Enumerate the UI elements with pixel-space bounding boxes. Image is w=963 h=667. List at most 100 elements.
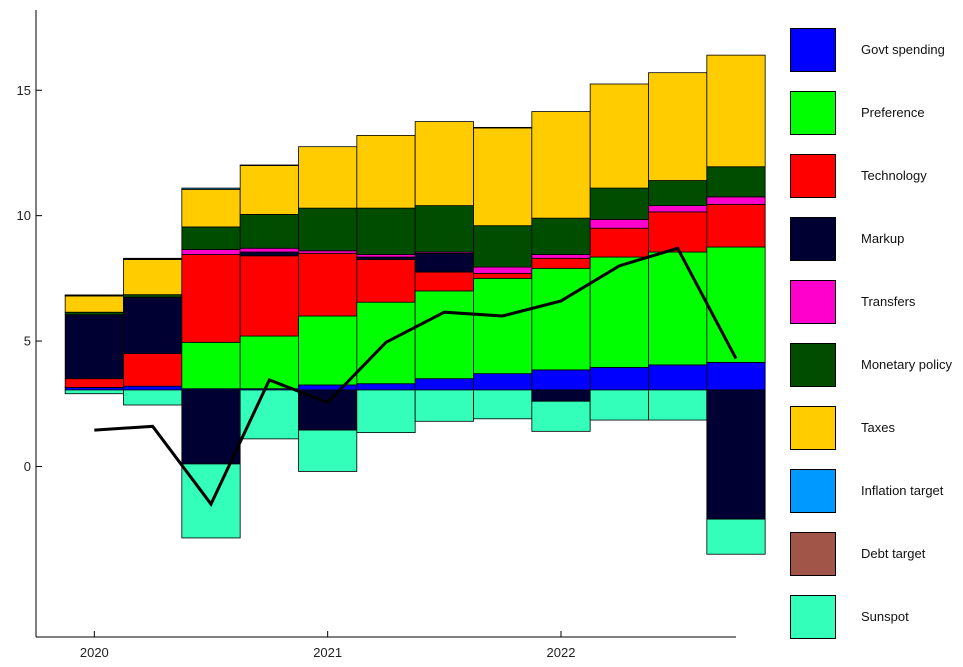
bar-debt-target-1 [123,257,183,260]
bar-sunspot-11 [706,518,766,555]
bar-govt-spending-9 [589,366,649,391]
legend-item-technology: Technology [790,154,963,198]
legend-item-taxes: Taxes [790,406,963,450]
bar-transfers-7 [473,266,533,274]
bar-taxes-8 [531,111,591,219]
bar-technology-8 [531,257,591,269]
bar-monetary-policy-3 [239,213,299,249]
bar-transfers-3 [239,247,299,253]
bar-markup-8 [531,389,591,402]
bar-taxes-11 [706,54,766,168]
bar-preference-11 [706,246,766,363]
legend-label-technology: Technology [861,168,927,183]
bar-technology-11 [706,203,766,248]
bar-markup-6 [414,252,474,273]
legend-item-monetary-policy: Monetary policy [790,343,963,387]
bar-preference-4 [298,315,358,386]
bar-technology-1 [123,353,183,387]
bar-preference-9 [589,256,649,368]
bar-markup-3 [239,251,299,257]
bar-sunspot-5 [356,389,416,433]
bar-technology-4 [298,252,358,317]
bar-govt-spending-1 [123,385,183,391]
legend-item-preference: Preference [790,91,963,135]
x-tick-label-2021: 2021 [313,645,342,660]
bar-transfers-10 [648,205,708,213]
bar-sunspot-6 [414,389,474,422]
x-tick-label-2022: 2022 [547,645,576,660]
bars-layer [64,54,766,555]
legend-label-govt-spending: Govt spending [861,42,945,57]
bar-sunspot-0 [64,389,124,395]
legend-item-inflation-target: Inflation target [790,469,963,513]
bar-markup-1 [123,296,183,355]
bar-taxes-1 [123,259,183,296]
bar-monetary-policy-9 [589,187,649,220]
bar-taxes-2 [181,188,241,228]
bar-sunspot-4 [298,429,358,472]
bar-preference-10 [648,251,708,366]
bar-markup-0 [64,314,124,380]
bar-transfers-2 [181,249,241,255]
bar-sunspot-9 [589,389,649,421]
legend-swatch-taxes [790,406,836,450]
legend-swatch-technology [790,154,836,198]
y-tick-label-0: 0 [24,459,31,474]
bar-govt-spending-10 [648,364,708,391]
legend-label-debt-target: Debt target [861,546,926,561]
bar-taxes-9 [589,83,649,189]
bar-inflation-target-7 [473,126,533,129]
bar-sunspot-8 [531,400,591,432]
bar-monetary-policy-2 [181,226,241,250]
legend-label-markup: Markup [861,231,905,246]
y-tick-label-5: 5 [24,334,31,349]
bar-sunspot-10 [648,389,708,421]
legend-item-govt-spending: Govt spending [790,28,963,72]
bar-taxes-5 [356,134,416,209]
bar-inflation-target-2 [181,187,241,190]
bar-preference-6 [414,290,474,380]
bar-sunspot-7 [473,389,533,420]
bar-preference-7 [473,277,533,375]
legend-label-monetary-policy: Monetary policy [861,357,953,372]
legend-item-debt-target: Debt target [790,532,963,576]
bar-govt-spending-4 [298,384,358,391]
bar-taxes-3 [239,165,299,215]
legend-swatch-preference [790,91,836,135]
bar-govt-spending-6 [414,378,474,391]
line-layer [94,246,738,507]
bar-taxes-10 [648,72,708,181]
bar-sunspot-1 [123,389,183,406]
legend-swatch-govt-spending [790,28,836,72]
bar-govt-spending-11 [706,361,766,391]
legend-swatch-inflation-target [790,469,836,513]
x-tick-label-2020: 2020 [80,645,109,660]
bar-preference-8 [531,267,591,371]
bar-monetary-policy-10 [648,180,708,207]
bar-transfers-11 [706,196,766,205]
legend-swatch-monetary-policy [790,343,836,387]
total-line [94,246,738,507]
bar-govt-spending-7 [473,373,533,391]
bar-technology-10 [648,211,708,253]
legend-item-sunspot: Sunspot [790,595,963,639]
legend-swatch-markup [790,217,836,261]
bar-taxes-6 [414,121,474,207]
legend-label-sunspot: Sunspot [861,609,909,624]
legend-label-taxes: Taxes [861,420,895,435]
bar-monetary-policy-4 [298,207,358,252]
bar-technology-6 [414,271,474,292]
bar-transfers-8 [531,254,591,259]
bar-govt-spending-5 [356,383,416,391]
bar-taxes-7 [473,127,533,227]
bar-technology-5 [356,259,416,303]
legend-label-inflation-target: Inflation target [861,483,944,498]
bar-sunspot-3 [239,389,299,440]
legend-swatch-debt-target [790,532,836,576]
bar-technology-9 [589,227,649,258]
bar-transfers-9 [589,219,649,229]
bar-monetary-policy-5 [356,207,416,255]
legend-item-transfers: Transfers [790,280,963,324]
legend-swatch-sunspot [790,595,836,639]
